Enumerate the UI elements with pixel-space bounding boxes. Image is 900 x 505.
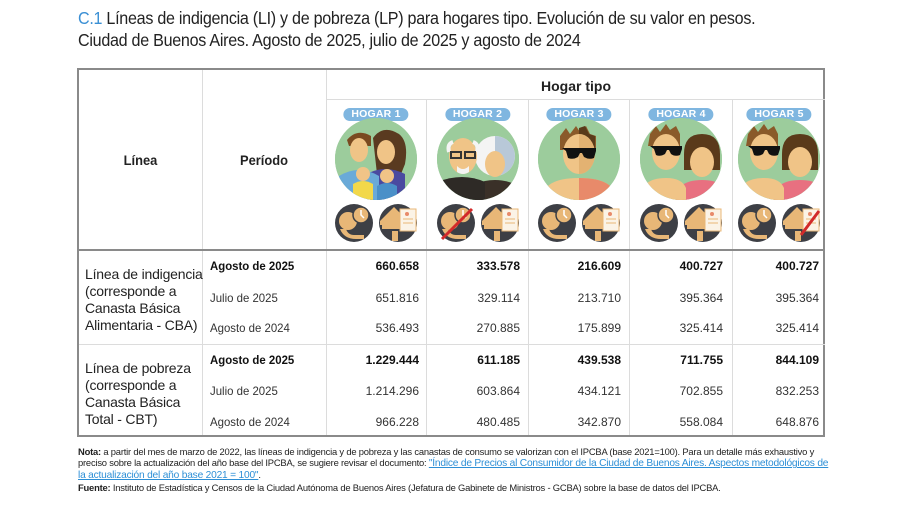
- fuente-paragraph: Fuente: Instituto de Estadística y Censo…: [78, 482, 838, 493]
- period-label: Agosto de 2024: [210, 321, 290, 335]
- cell-value: 400.727: [679, 259, 723, 273]
- cell-value: 611.185: [477, 353, 520, 367]
- cell-value: 966.228: [375, 415, 419, 429]
- young-couple-icon: [738, 118, 820, 200]
- childcare-clock-crossed-icon: [436, 204, 475, 242]
- household-2-label: HOGAR 2: [444, 108, 511, 121]
- footnotes: Nota: a partir del mes de marzo de 2022,…: [78, 446, 838, 493]
- single-man-sunglasses-icon: [538, 118, 620, 200]
- period-label: Agosto de 2025: [210, 353, 295, 367]
- home-document-icon: [379, 204, 417, 242]
- cell-value: 844.109: [775, 353, 819, 367]
- household-4-header: HOGAR 4: [630, 100, 732, 249]
- household-4-label: HOGAR 4: [648, 108, 714, 121]
- period-label: Julio de 2025: [210, 291, 278, 305]
- cell-value: 558.084: [679, 415, 723, 429]
- cell-value: 702.855: [679, 384, 723, 398]
- cell-value: 651.816: [375, 291, 419, 305]
- fuente-label: Fuente:: [78, 481, 111, 493]
- cell-value: 213.710: [577, 291, 621, 305]
- header-periodo: Período: [240, 152, 288, 168]
- cell-value: 660.658: [375, 259, 419, 273]
- cell-value: 395.364: [775, 291, 819, 305]
- title-line-1: Líneas de indigencia (LI) y de pobreza (…: [106, 8, 756, 28]
- nota-text: a partir del mes de marzo de 2022, las l…: [78, 446, 815, 469]
- household-3-label: HOGAR 3: [546, 108, 612, 121]
- cell-value: 270.885: [476, 321, 520, 335]
- elderly-couple-icon: [436, 118, 519, 200]
- title-code: C.1: [78, 8, 103, 28]
- section-label-pobreza: Línea de pobreza (corresponde a Canasta …: [85, 360, 191, 427]
- nota-paragraph: Nota: a partir del mes de marzo de 2022,…: [78, 446, 829, 482]
- cell-value: 434.121: [577, 384, 621, 398]
- cell-value: 333.578: [476, 259, 520, 273]
- cell-value: 216.609: [577, 259, 621, 273]
- family-couple-two-children-icon: [335, 118, 417, 200]
- fuente-text: Instituto de Estadística y Censos de la …: [110, 481, 721, 493]
- period-label: Agosto de 2024: [210, 415, 290, 429]
- chart-title: C.1 Líneas de indigencia (LI) y de pobre…: [78, 7, 842, 51]
- cell-value: 342.870: [577, 415, 621, 429]
- header-linea: Línea: [123, 152, 158, 168]
- cell-value: 325.414: [775, 321, 819, 335]
- household-1-header: HOGAR 1: [326, 100, 426, 249]
- home-document-icon: [582, 204, 620, 242]
- period-label: Julio de 2025: [210, 384, 278, 398]
- household-1-label: HOGAR 1: [343, 108, 409, 121]
- cell-value: 325.414: [679, 321, 723, 335]
- childcare-clock-icon: [335, 204, 373, 242]
- household-5-label: HOGAR 5: [746, 108, 812, 121]
- childcare-clock-icon: [640, 204, 678, 242]
- home-document-icon: [480, 204, 519, 242]
- cell-value: 480.485: [476, 415, 520, 429]
- home-document-crossed-icon: [782, 204, 821, 242]
- household-2-header: HOGAR 2: [427, 100, 528, 249]
- cell-value: 175.899: [577, 321, 621, 335]
- childcare-clock-icon: [538, 204, 576, 242]
- cell-value: 439.538: [577, 353, 621, 367]
- cell-value: 832.253: [775, 384, 819, 398]
- home-document-icon: [684, 204, 722, 242]
- cell-value: 1.214.296: [365, 384, 419, 398]
- period-label: Agosto de 2025: [210, 259, 295, 273]
- section-label-indigencia: Línea de indigencia (corresponde a Canas…: [85, 266, 203, 333]
- young-couple-icon: [640, 118, 722, 200]
- title-line-2: Ciudad de Buenos Aires. Agosto de 2025, …: [78, 30, 581, 50]
- household-5-header: HOGAR 5: [733, 100, 825, 249]
- nota-label: Nota:: [78, 446, 101, 457]
- cell-value: 711.755: [680, 353, 723, 367]
- cell-value: 603.864: [476, 384, 520, 398]
- cell-value: 329.114: [477, 291, 521, 305]
- data-table: Línea Período Hogar tipo HOGAR 1: [77, 68, 825, 437]
- cell-value: 1.229.444: [365, 353, 419, 367]
- cell-value: 395.364: [679, 291, 723, 305]
- cell-value: 536.493: [375, 321, 419, 335]
- methodology-document-link[interactable]: "Índice de Precios al Consumidor de la C…: [78, 458, 829, 482]
- cell-value: 648.876: [775, 415, 819, 429]
- header-hogar-tipo: Hogar tipo: [541, 78, 611, 94]
- cell-value: 400.727: [775, 259, 819, 273]
- childcare-clock-icon: [738, 204, 776, 242]
- household-3-header: HOGAR 3: [529, 100, 629, 249]
